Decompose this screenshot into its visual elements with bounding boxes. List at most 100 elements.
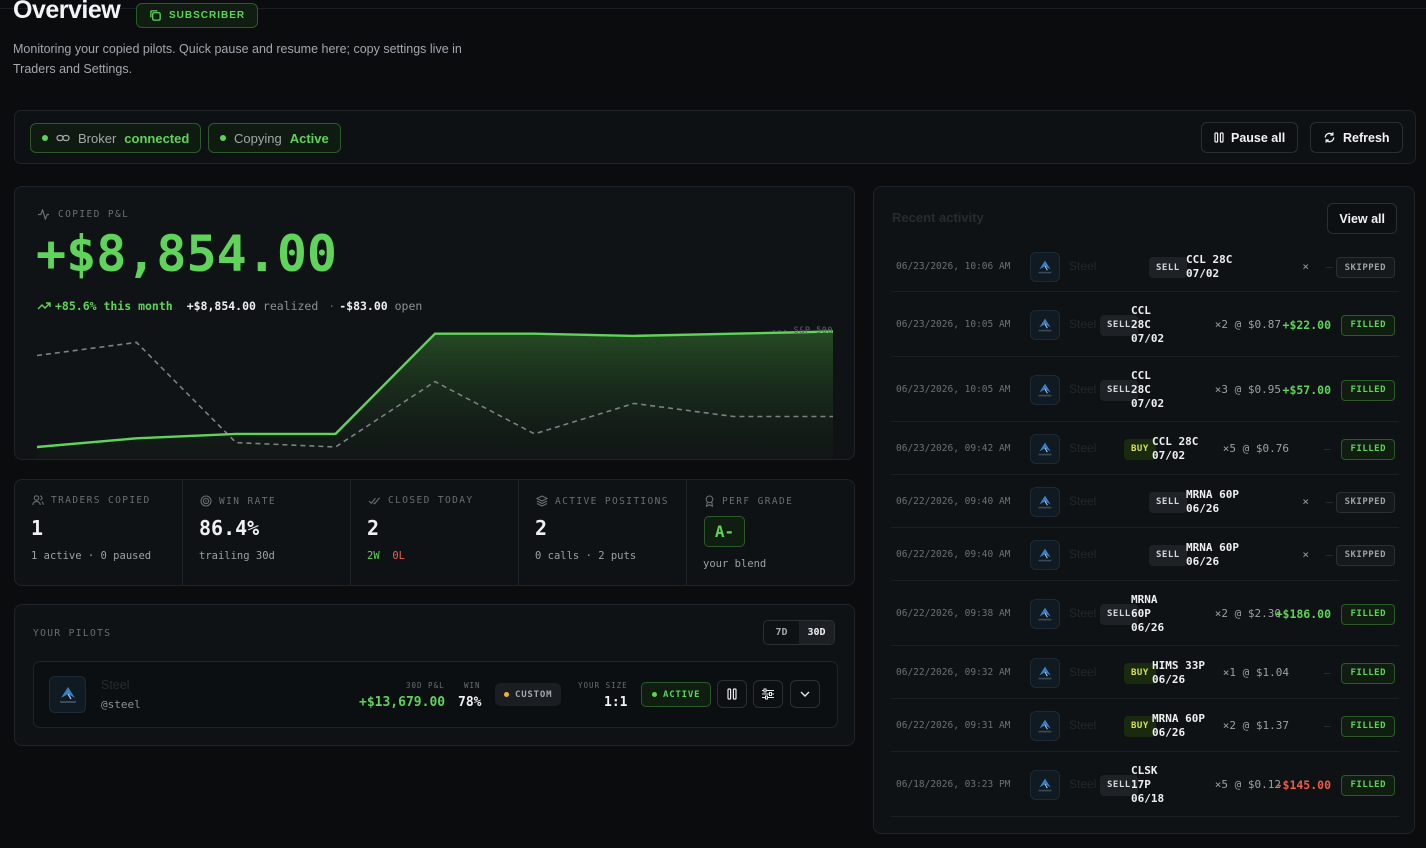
fill-status-badge: SKIPPED [1335,491,1395,513]
your-size-value: 1:1 [604,695,628,710]
copying-value: Active [289,130,329,146]
pilot-logo-icon [1038,442,1052,455]
contract-label: MRNA 60P 06/26 [1186,488,1239,516]
pilot-settings-button[interactable] [753,680,783,708]
contract-line: 07/02 [1131,396,1165,410]
contract-label: HIMS 33P 06/26 [1152,659,1205,687]
pilots-label: YOUR PILOTS [33,628,112,639]
pause-all-button[interactable]: Pause all [1201,122,1299,153]
activity-row[interactable]: 06/23/2026, 10:05 AM Steel SELL CCL 28C 07/02… [891,357,1399,422]
stat-label: ACTIVE POSITIONS [555,495,669,507]
pilot-win-label: WIN [464,681,481,690]
contract-line: 07/02 [1131,331,1165,345]
activity-row[interactable]: 06/23/2026, 10:05 AM Steel SELL CCL 28C 07/02… [891,292,1399,357]
contract-line: CCL 28C [1152,434,1199,448]
quantity-price: ×5 @ $0.76 [1222,441,1289,455]
contract-line: 06/26 [1186,554,1220,568]
activity-timestamp: 06/22/2026, 09:40 AM [896,548,1011,560]
activity-row[interactable]: 06/22/2026, 09:40 AM Steel SELL MRNA 60P 06/… [891,475,1399,528]
pilot-pnl-label: 30D P&L [406,681,445,690]
pause-pilot-button[interactable] [717,680,747,708]
open-label: open [394,299,423,313]
activity-row[interactable]: 06/18/2026, 03:23 PM Steel SELL CLSK 17P 06/1… [891,752,1399,817]
pilot-avatar [1030,433,1060,464]
refresh-button[interactable]: Refresh [1310,122,1403,153]
contract-line: 07/02 [1186,267,1220,280]
quantity-price: ×2 @ $0.87 [1214,317,1281,331]
quantity-price: × [1302,260,1309,273]
activity-pilot-name: Steel [1069,776,1097,791]
side-badge: SELL [1149,491,1187,513]
stat-value: 2 [367,516,380,540]
view-all-button[interactable]: View all [1327,203,1397,234]
contract-label: CLSK 17P 06/18 [1131,764,1164,806]
contract-label: MRNA 60P 06/26 [1186,541,1239,569]
copying-label: Copying [234,130,282,146]
pilot-avatar [1030,252,1060,282]
stat-value: 86.4% [199,516,260,540]
copy-mode-badge: CUSTOM [495,683,562,706]
stat-label: PERF GRADE [722,495,794,507]
quantity-price: ×2 @ $1.37 [1222,718,1289,732]
activity-row[interactable]: 06/23/2026, 10:06 AM Steel SELL CCL 28C 07/0… [891,242,1399,292]
award-icon [705,495,714,507]
side-badge: SELL [1149,257,1187,278]
activity-title: Recent activity [892,210,984,225]
pause-icon [1214,132,1224,143]
side-badge: SELL [1149,544,1187,566]
expand-pilot-button[interactable] [790,680,820,708]
pilot-logo-icon [59,686,76,703]
quantity-price: × [1302,494,1309,508]
status-dot [652,692,657,697]
pnl-label: COPIED P&L [37,209,129,220]
activity-timestamp: 06/18/2026, 03:23 PM [896,778,1011,790]
contract-line: 17P [1131,777,1151,791]
losses-count: 0L [392,550,405,562]
range-7d-button[interactable]: 7D [775,627,788,638]
fill-status-badge: SKIPPED [1335,544,1395,566]
open-value: -$83.00 [339,299,388,313]
contract-label: MRNA 60P 06/26 [1131,593,1164,635]
page-title: Overview [13,0,121,24]
pilot-avatar [49,676,86,713]
activity-icon [38,209,49,220]
pnl-meta: +85.6% this month +$8,854.00 realized · … [37,299,422,313]
activity-row[interactable]: 06/23/2026, 09:42 AM Steel BUY CCL 28C 07/02… [891,422,1399,475]
pilot-name[interactable]: Steel [101,678,130,692]
contract-line: MRNA 60P [1186,487,1239,501]
contract-label: CCL 28C 07/02 [1152,435,1198,463]
broker-status-pill: Broker connected [30,123,202,153]
contract-label: MRNA 60P 06/26 [1152,712,1205,740]
pnl-chart: --- S&P 500 [36,326,834,459]
stat-note: trailing 30d [199,550,275,562]
pilot-avatar [1030,309,1060,340]
contract-line: 06/26 [1152,725,1186,739]
pilot-pnl-value: +$13,679.00 [359,695,446,710]
activity-row[interactable]: 06/22/2026, 09:40 AM Steel SELL MRNA 60P 06/… [891,528,1399,581]
stat-label: CLOSED TODAY [388,495,474,506]
contract-label: CCL 28C 07/02 [1186,253,1232,281]
activity-timestamp: 06/22/2026, 09:32 AM [896,666,1011,678]
stat-value: 2 [535,516,548,540]
range-30d-button[interactable]: 30D [799,621,834,644]
pnl-label-text: COPIED P&L [58,209,130,220]
activity-pilot-name: Steel [1069,546,1097,561]
quantity-price: ×5 @ $0.12 [1214,777,1281,791]
side-badge: SELL [1100,379,1138,401]
activity-row[interactable]: 06/22/2026, 09:31 AM Steel BUY MRNA 60P 06/2… [891,699,1399,752]
contract-line: 07/02 [1152,448,1186,462]
stat-closed-today: CLOSED TODAY 2 2W 0L [351,480,519,585]
activity-row[interactable]: 06/22/2026, 09:38 AM Steel SELL MRNA 60P 06/2… [891,581,1399,646]
refresh-label: Refresh [1343,130,1390,145]
activity-row[interactable]: 06/22/2026, 09:32 AM Steel BUY HIMS 33P 06/2… [891,646,1399,699]
side-badge: SELL [1100,774,1138,796]
fill-status-badge: SKIPPED [1335,257,1395,278]
trending-up-icon [37,302,51,310]
pilot-row[interactable]: Steel @steel 30D P&L +$13,679.00 WIN 78%… [33,661,838,728]
activity-pilot-name: Steel [1069,493,1097,508]
pnl-amount: -$145.00 [1275,777,1331,792]
activity-pilot-name: Steel [1069,316,1097,331]
stat-active-positions: ACTIVE POSITIONS 2 0 calls · 2 puts [519,480,687,585]
pilot-avatar [1030,769,1060,800]
stats-card: TRADERS COPIED 1 1 active · 0 paused WIN… [14,479,855,586]
